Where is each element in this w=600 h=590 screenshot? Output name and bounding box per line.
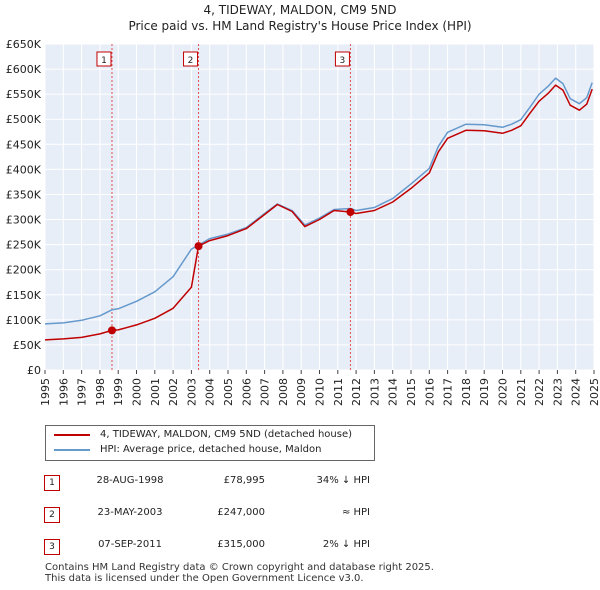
x-tick-label: 1995: [39, 378, 52, 406]
footer-copyright: Contains HM Land Registry data © Crown c…: [45, 562, 434, 573]
chart-title: 4, TIDEWAY, MALDON, CM9 5ND: [203, 3, 397, 17]
x-tick-label: 2015: [405, 378, 418, 406]
y-tick-label: £50K: [13, 339, 42, 352]
chart-subtitle: Price paid vs. HM Land Registry's House …: [128, 19, 472, 33]
sale-number-badge: 2: [44, 507, 60, 523]
x-tick-label: 2006: [240, 378, 253, 406]
table-row: 2 23-MAY-2003 £247,000 ≈ HPI: [0, 507, 600, 523]
x-tick-label: 2003: [185, 378, 198, 406]
sale-number-badge: 3: [44, 539, 60, 555]
x-tick-label: 2000: [131, 378, 144, 406]
sale-date: 23-MAY-2003: [97, 507, 163, 518]
x-tick-label: 2025: [588, 378, 600, 406]
y-tick-label: £600K: [6, 63, 42, 76]
sale-date: 07-SEP-2011: [98, 539, 162, 550]
sale-label-box: [334, 51, 350, 67]
sale-date: 28-AUG-1998: [96, 475, 164, 486]
legend-swatch-property: [54, 434, 90, 436]
legend: 4, TIDEWAY, MALDON, CM9 5ND (detached ho…: [45, 425, 375, 461]
sale-price: £78,995: [223, 475, 265, 486]
x-tick-label: 2007: [259, 378, 272, 406]
x-tick-label: 2005: [222, 378, 235, 406]
x-tick-label: 2023: [551, 378, 564, 406]
table-row: 1 28-AUG-1998 £78,995 34% ↓ HPI: [0, 475, 600, 491]
x-tick-label: 2018: [460, 378, 473, 406]
sale-point: [107, 326, 116, 335]
y-tick-label: £350K: [6, 188, 42, 201]
y-tick-label: £400K: [6, 163, 42, 176]
x-tick-label: 1996: [57, 378, 70, 406]
y-tick-label: £300K: [6, 214, 42, 227]
sale-point: [346, 208, 355, 217]
sale-label-box: [183, 51, 199, 67]
footer-licence: This data is licensed under the Open Gov…: [45, 573, 364, 584]
x-axis: 1995 1996 1997 1998 1999 2000 2001 2002 2003 2004…: [39, 370, 600, 406]
y-tick-label: £100K: [6, 314, 42, 327]
y-tick-label: £450K: [6, 138, 42, 151]
price-chart: 1 2 3 £0 £50K £100K £150K £200K £250K £300K £350K…: [6, 38, 600, 406]
x-tick-label: 2016: [423, 378, 436, 406]
x-tick-label: 2017: [442, 378, 455, 406]
x-tick-label: 2002: [167, 378, 180, 406]
x-tick-label: 2010: [314, 378, 327, 406]
sale-price: £315,000: [217, 539, 265, 550]
table-row: 3 07-SEP-2011 £315,000 2% ↓ HPI: [0, 539, 600, 555]
sale-markers: 1 2 3: [96, 51, 355, 335]
x-tick-label: 2004: [204, 378, 217, 406]
y-tick-label: £650K: [6, 38, 42, 51]
y-tick-label: £550K: [6, 88, 42, 101]
sale-price: £247,000: [217, 507, 265, 518]
y-tick-label: £200K: [6, 264, 42, 277]
y-tick-label: £0: [27, 364, 41, 377]
x-tick-label: 2001: [149, 378, 162, 406]
y-tick-label: £250K: [6, 239, 42, 252]
x-tick-label: 2009: [295, 378, 308, 406]
x-tick-label: 2021: [515, 378, 528, 406]
sale-label-box: [96, 51, 112, 67]
sale-hpi-diff: 2% ↓ HPI: [322, 539, 370, 550]
x-tick-label: 2008: [277, 378, 290, 406]
x-tick-label: 2012: [350, 378, 363, 406]
x-tick-label: 2011: [332, 378, 345, 406]
x-tick-label: 2022: [533, 378, 546, 406]
y-axis: £0 £50K £100K £150K £200K £250K £300K £350K £400…: [6, 38, 42, 377]
sale-hpi-diff: 34% ↓ HPI: [316, 475, 370, 486]
sale-label: 3: [340, 56, 346, 66]
y-tick-label: £500K: [6, 113, 42, 126]
y-tick-label: £150K: [6, 289, 42, 302]
x-tick-label: 2013: [368, 378, 381, 406]
sale-point: [194, 242, 203, 251]
sale-label: 2: [188, 56, 194, 66]
x-tick-label: 2020: [497, 378, 510, 406]
x-tick-label: 2019: [478, 378, 491, 406]
x-tick-label: 2024: [570, 378, 583, 406]
x-tick-label: 1998: [94, 378, 107, 406]
legend-label-hpi: HPI: Average price, detached house, Mald…: [100, 444, 322, 455]
legend-label-property: 4, TIDEWAY, MALDON, CM9 5ND (detached ho…: [100, 429, 353, 440]
x-tick-label: 2014: [387, 378, 400, 406]
sale-hpi-diff: ≈ HPI: [341, 507, 370, 518]
x-tick-label: 1999: [112, 378, 125, 406]
legend-swatch-hpi: [54, 449, 90, 451]
sale-label: 1: [101, 56, 107, 66]
x-tick-label: 1997: [76, 378, 89, 406]
sale-number-badge: 1: [44, 475, 60, 491]
